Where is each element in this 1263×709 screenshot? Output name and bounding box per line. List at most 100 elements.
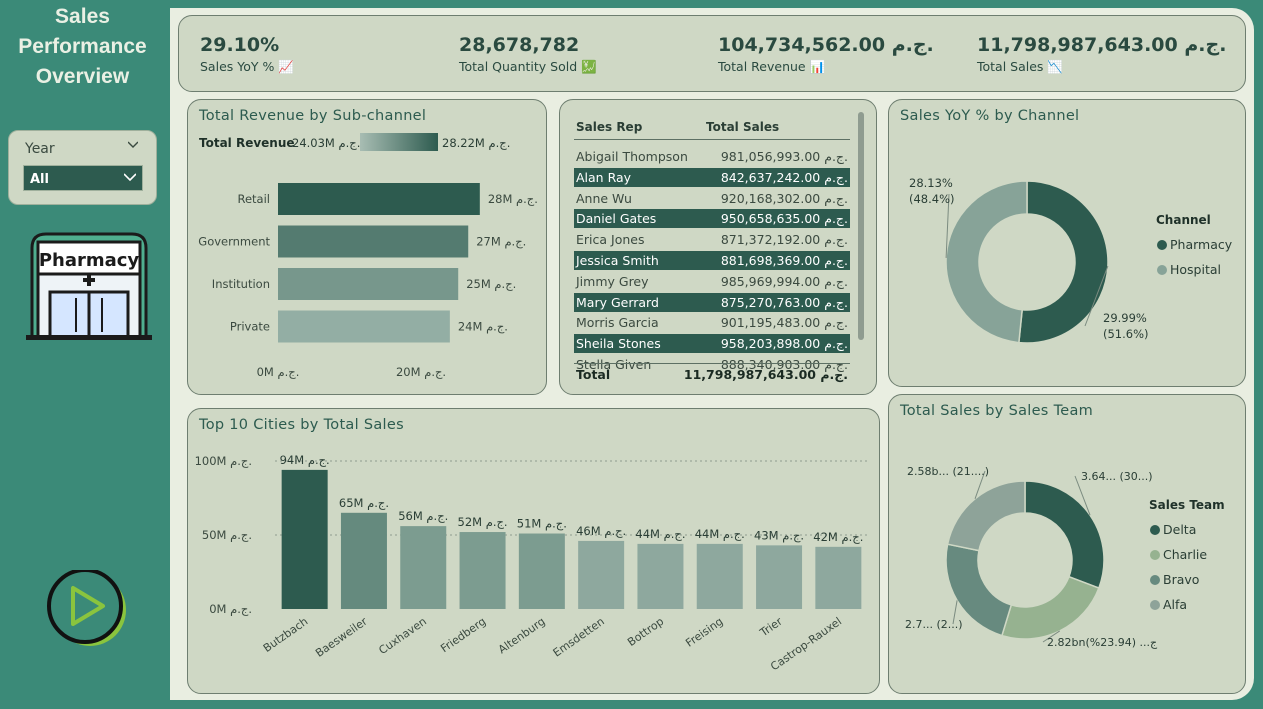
column-header-sales-rep[interactable]: Sales Rep <box>576 120 643 134</box>
donut-slice[interactable] <box>1024 480 1105 590</box>
sales-rep-table-card[interactable]: Sales Rep Total Sales Abigail Thompson 98… <box>559 99 877 395</box>
table-row[interactable]: Morris Garcia 901,195,483.00 ج.م. <box>574 313 850 332</box>
chevron-down-icon[interactable] <box>128 139 138 149</box>
sales-rep-total: 985,969,994.00 ج.م. <box>720 273 848 289</box>
x-tick-label: Altenburg <box>496 615 548 657</box>
total-label: Total <box>576 367 611 382</box>
table-row[interactable]: Erica Jones 871,372,192.00 ج.م. <box>574 230 850 249</box>
data-label: 27M ج.م. <box>476 235 526 249</box>
pharmacy-sign-text: Pharmacy <box>39 250 140 271</box>
sales-rep-total: 981,056,993.00 ج.م. <box>720 149 848 164</box>
kpi-value: 29.10% <box>200 34 280 56</box>
table-row[interactable]: Jessica Smith 881,698,369.00 ج.م. <box>574 251 850 270</box>
bar-chart-icon: 📊 <box>809 59 826 74</box>
bar[interactable] <box>278 268 459 300</box>
sales-rep-total: 950,658,635.00 ج.م. <box>720 211 848 227</box>
bar[interactable] <box>578 540 625 609</box>
data-label: 43M ج.م. <box>754 528 804 542</box>
year-slicer-label: Year <box>25 141 55 157</box>
table-row[interactable]: Daniel Gates 950,658,635.00 ج.م. <box>574 209 850 229</box>
category-label: Private <box>230 320 270 334</box>
table-row[interactable]: Alan Ray 842,637,242.00 ج.م. <box>574 167 850 187</box>
table-row[interactable]: Abigail Thompson 981,056,993.00 ج.م. <box>574 147 850 166</box>
sales-team-donut-chart[interactable]: 3.64... (30...) 2.82bnج... (23.94%) 2.7...… <box>889 395 1245 693</box>
table-scrollbar[interactable] <box>858 112 864 340</box>
legend-item: Pharmacy <box>1170 237 1233 252</box>
bar[interactable] <box>756 545 803 609</box>
legend-marker[interactable] <box>1150 575 1160 585</box>
table-row[interactable]: Stella Given 888,340,903.00 ج.م. <box>574 355 850 374</box>
bar[interactable] <box>278 183 480 215</box>
column-header-total-sales[interactable]: Total Sales <box>706 120 780 134</box>
legend-marker[interactable] <box>1150 600 1160 610</box>
cities-card[interactable]: Top 10 Cities by Total Sales 0M ج.م. 50M … <box>187 408 880 694</box>
kpi-value: 11,798,987,643.00 ج.م. <box>977 34 1227 56</box>
sales-rep-name: Alan Ray <box>576 169 632 185</box>
data-label: 51M ج.م. <box>517 517 567 531</box>
legend-max-label: 28.22M ج.م. <box>442 136 510 150</box>
subchannel-card[interactable]: Total Revenue by Sub-channel Total Reven… <box>187 99 547 395</box>
bar[interactable] <box>459 532 506 609</box>
table-row[interactable]: Sheila Stones 958,203,898.00 ج.م. <box>574 334 850 354</box>
bar[interactable] <box>278 310 450 343</box>
legend-item: Charlie <box>1163 547 1207 562</box>
bar[interactable] <box>340 512 387 609</box>
legend-gradient-bar[interactable] <box>360 133 438 151</box>
chart-title: Total Sales by Sales Team <box>900 403 1094 419</box>
data-label: (51.6%) <box>1103 327 1149 341</box>
sales-rep-name: Sheila Stones <box>576 336 661 352</box>
donut-slice[interactable] <box>945 180 1028 344</box>
legend-marker[interactable] <box>1157 265 1167 275</box>
sales-rep-total: 888,340,903.00 ج.م. <box>720 357 848 372</box>
legend-marker[interactable] <box>1150 550 1160 560</box>
leader-line[interactable] <box>974 470 986 499</box>
sales-team-card[interactable]: Total Sales by Sales Team 3.64... (30...… <box>888 394 1246 694</box>
chevron-down-icon[interactable] <box>124 172 136 182</box>
leader-line[interactable] <box>1084 265 1109 327</box>
bar[interactable] <box>400 526 447 609</box>
kpi-label: Total Sales <box>977 59 1044 74</box>
y-tick-label: 0M ج.م. <box>209 602 252 616</box>
category-label: Government <box>198 235 270 249</box>
data-label: 52M ج.م. <box>458 515 508 529</box>
cities-bar-chart[interactable]: 0M ج.م. 50M ج.م. 100M ج.م. 94M ج.م. Butzbach… <box>188 409 879 693</box>
legend-item: Delta <box>1163 522 1196 537</box>
year-dropdown[interactable]: All <box>23 165 143 191</box>
x-tick-label: Bottrop <box>625 615 666 649</box>
leader-line[interactable] <box>1074 475 1091 516</box>
leader-line[interactable] <box>1042 630 1061 643</box>
donut-slice[interactable] <box>946 480 1026 552</box>
sales-rep-total: 871,372,192.00 ج.م. <box>720 232 848 248</box>
leader-line[interactable] <box>945 193 950 258</box>
trend-up-icon: 📈 <box>278 59 294 74</box>
legend-item: Hospital <box>1170 262 1221 277</box>
leader-line[interactable] <box>952 600 958 625</box>
bar[interactable] <box>281 469 328 609</box>
table-total-row: Total 11,798,987,643.00 ج.م. <box>574 363 850 387</box>
data-label: (48.4%) <box>909 192 955 206</box>
bar[interactable] <box>518 533 565 609</box>
y-tick-label: 50M ج.م. <box>202 528 252 542</box>
play-icon[interactable] <box>40 570 140 650</box>
donut-slice[interactable] <box>1018 180 1109 344</box>
legend-marker[interactable] <box>1150 525 1160 535</box>
y-tick-label: 100M ج.م. <box>195 454 252 468</box>
legend-marker[interactable] <box>1157 240 1167 250</box>
bar[interactable] <box>637 543 684 609</box>
bar[interactable] <box>696 543 743 609</box>
table-row[interactable]: Anne Wu 920,168,302.00 ج.م. <box>574 189 850 208</box>
sales-rep-total: 958,203,898.00 ج.م. <box>720 336 848 352</box>
table-row[interactable]: Jimmy Grey 985,969,994.00 ج.م. <box>574 272 850 291</box>
bar[interactable] <box>278 225 469 258</box>
channel-donut-chart[interactable]: 29.99% (51.6%) 28.13% (48.4%) Channel Pharmac… <box>889 100 1245 386</box>
chart-up-icon: 💹 <box>581 59 597 74</box>
donut-slice[interactable] <box>1000 575 1100 640</box>
channel-card[interactable]: Sales YoY % by Channel 29.99% (51.6%) 28.1… <box>888 99 1246 387</box>
data-label: 2.58b... (21....) <box>907 465 989 478</box>
table-row[interactable]: Mary Gerrard 875,270,763.00 ج.م. <box>574 292 850 312</box>
bar[interactable] <box>815 546 862 609</box>
legend-title: Sales Team <box>1149 498 1225 512</box>
year-slicer[interactable]: Year All <box>8 130 157 205</box>
sales-rep-total: 901,195,483.00 ج.م. <box>720 315 848 331</box>
